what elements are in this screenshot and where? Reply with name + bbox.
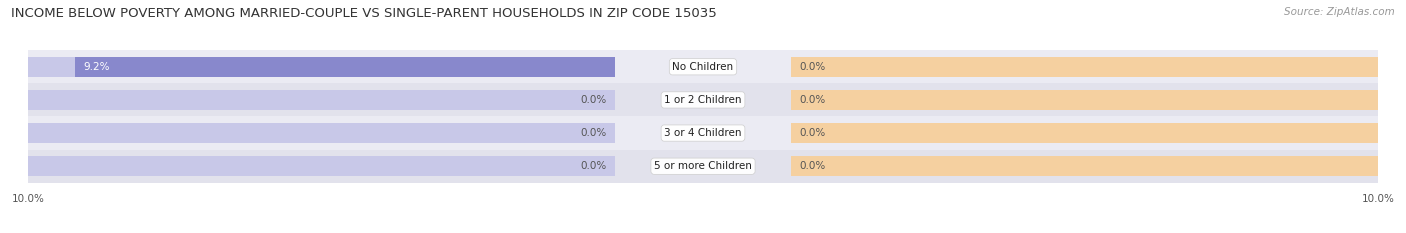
Bar (28, 116, 1378, 150)
Bar (28, 156, 614, 176)
Bar (28, 83, 1378, 116)
Text: Source: ZipAtlas.com: Source: ZipAtlas.com (1284, 7, 1395, 17)
Text: 0.0%: 0.0% (800, 62, 827, 72)
Bar (28, 57, 614, 77)
Bar (28, 50, 1378, 83)
Text: 0.0%: 0.0% (579, 95, 606, 105)
Text: INCOME BELOW POVERTY AMONG MARRIED-COUPLE VS SINGLE-PARENT HOUSEHOLDS IN ZIP COD: INCOME BELOW POVERTY AMONG MARRIED-COUPL… (11, 7, 717, 20)
Bar (75, 57, 614, 77)
Text: 0.0%: 0.0% (579, 161, 606, 171)
Text: 9.2%: 9.2% (84, 62, 110, 72)
Bar (28, 90, 614, 110)
Bar (792, 123, 1378, 143)
Bar (792, 156, 1378, 176)
Text: 0.0%: 0.0% (800, 128, 827, 138)
Text: No Children: No Children (672, 62, 734, 72)
Text: 1 or 2 Children: 1 or 2 Children (664, 95, 742, 105)
Text: 3 or 4 Children: 3 or 4 Children (664, 128, 742, 138)
Text: 5 or more Children: 5 or more Children (654, 161, 752, 171)
Bar (28, 150, 1378, 183)
Bar (28, 123, 614, 143)
Text: 0.0%: 0.0% (800, 161, 827, 171)
Bar (792, 90, 1378, 110)
Text: 0.0%: 0.0% (579, 128, 606, 138)
Text: 0.0%: 0.0% (800, 95, 827, 105)
Bar (792, 57, 1378, 77)
